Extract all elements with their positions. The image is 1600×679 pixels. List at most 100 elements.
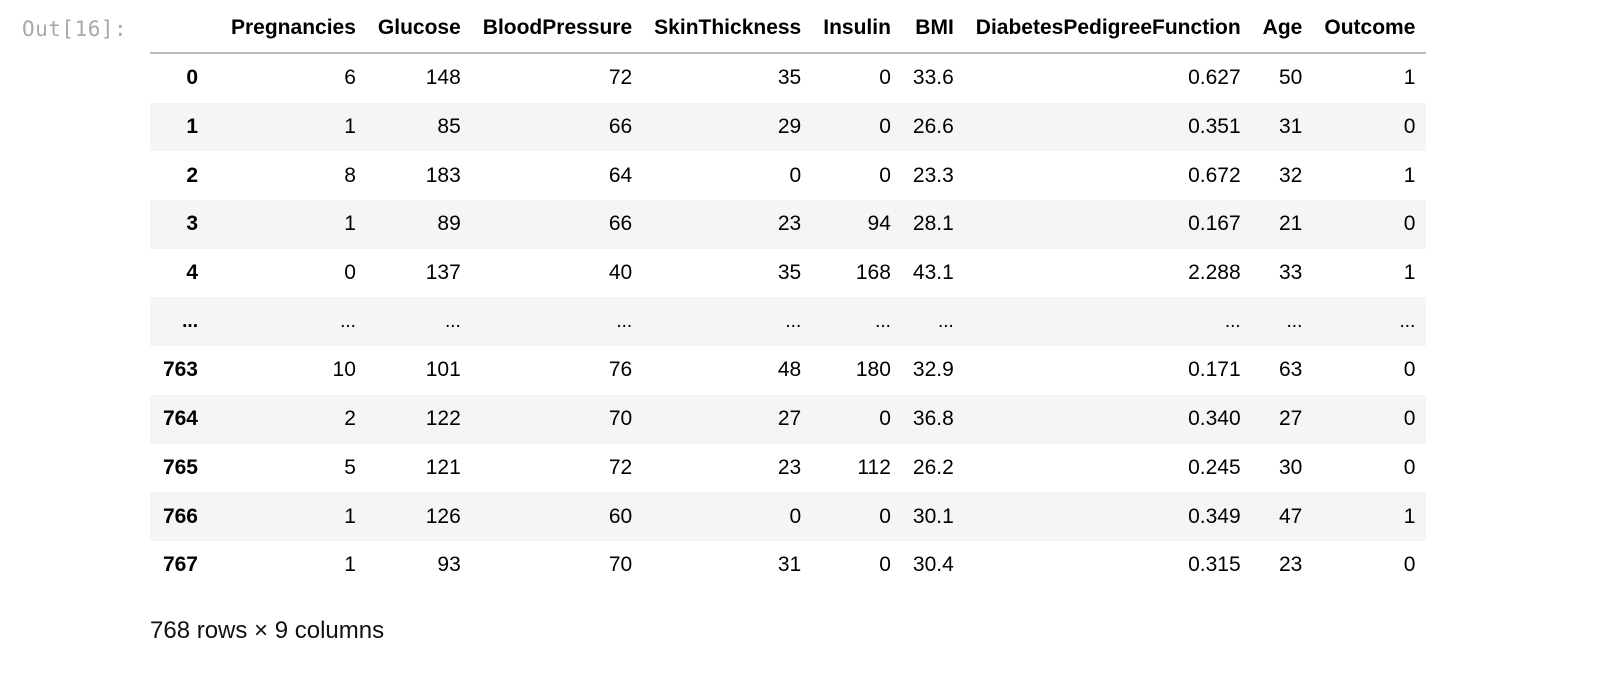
table-cell: 0.340	[1188, 407, 1241, 431]
table-cell: 23	[1279, 553, 1303, 577]
table-cell: 0	[1403, 115, 1416, 139]
row-index: 1	[186, 115, 198, 139]
table-cell: ...	[616, 310, 633, 332]
table-cell: ...	[340, 310, 356, 332]
table-cell: ...	[444, 310, 461, 332]
table-cell: 93	[437, 553, 461, 577]
table-cell: 21	[1279, 212, 1303, 236]
column-header: BMI	[901, 4, 965, 54]
table-cell: 63	[1279, 358, 1303, 382]
ellipsis-row: ..............................	[150, 297, 1427, 347]
table-cell: 0	[1403, 553, 1416, 577]
table-row: 763 10 101 76 48 180 32.9 0.171 63 0	[150, 346, 1427, 395]
table-cell: 47	[1279, 504, 1303, 528]
table-cell: 36.8	[912, 407, 954, 431]
table-cell: 0.627	[1188, 66, 1241, 90]
table-cell: 0	[1403, 455, 1416, 479]
table-cell: 35	[777, 66, 802, 90]
table-cell: 27	[1279, 407, 1303, 431]
table-row: 2 8 183 64 0 0 23.3 0.672 32 1	[150, 151, 1427, 201]
table-cell: 2	[344, 407, 356, 431]
table-cell: 89	[437, 212, 461, 236]
table-row: 765 5 121 72 23 112 26.2 0.245 30 0	[150, 443, 1427, 493]
table-cell: 30.4	[912, 553, 954, 577]
table-cell: 1	[1403, 66, 1416, 90]
column-header: DiabetesPedigreeFunction	[964, 4, 1252, 54]
table-cell: 6	[344, 66, 356, 90]
dataframe-output: Pregnancies Glucose BloodPressure SkinThick…	[150, 4, 1427, 590]
table-cell: 10	[332, 358, 356, 382]
table-cell: 76	[608, 358, 633, 382]
table-cell: ...	[1286, 310, 1303, 332]
table-row: 764 2 122 70 27 0 36.8 0.340 27 0	[150, 394, 1427, 444]
table-cell: 112	[857, 455, 891, 479]
row-index: 3	[186, 212, 198, 236]
table-cell: 28.1	[912, 212, 954, 236]
dataframe-shape-label: 768 rows × 9 columns	[150, 617, 385, 644]
row-index: 764	[162, 407, 198, 431]
output-prompt: Out[16]:	[22, 17, 128, 41]
index-header	[150, 4, 220, 54]
column-header: BloodPressure	[471, 4, 644, 54]
table-cell: 1	[344, 115, 356, 139]
table-cell: 5	[344, 455, 356, 479]
table-cell: 27	[777, 407, 802, 431]
row-index: 763	[162, 358, 198, 382]
column-header: Insulin	[812, 4, 902, 54]
table-cell: 0	[879, 504, 891, 528]
table-cell: 0.315	[1188, 553, 1241, 577]
column-header: Age	[1251, 4, 1314, 54]
row-index: ...	[182, 310, 198, 332]
table-cell: 183	[425, 163, 461, 187]
table-cell: 0	[1403, 407, 1416, 431]
table-cell: 0.349	[1188, 504, 1241, 528]
table-cell: 0.351	[1188, 115, 1241, 139]
row-index: 4	[186, 261, 198, 285]
table-cell: 2.288	[1188, 261, 1241, 285]
table-cell: 72	[608, 66, 633, 90]
table-cell: 0	[789, 504, 802, 528]
table-cell: 121	[425, 455, 461, 479]
table-row: 3 1 89 66 23 94 28.1 0.167 21 0	[150, 200, 1427, 249]
table-cell: 30	[1279, 455, 1303, 479]
table-cell: 1	[344, 553, 356, 577]
table-cell: 148	[425, 66, 461, 90]
table-cell: ...	[875, 310, 891, 332]
table-cell: 122	[425, 407, 461, 431]
table-cell: 32.9	[912, 358, 954, 382]
table-cell: 0	[879, 66, 891, 90]
table-cell: 0.171	[1188, 358, 1241, 382]
table-cell: 23	[777, 455, 802, 479]
table-cell: 33.6	[912, 66, 954, 90]
table-row: 767 1 93 70 31 0 30.4 0.315 23 0	[150, 540, 1427, 590]
table-row: 0 6 148 72 35 0 33.6 0.627 50 1	[150, 53, 1427, 103]
table-cell: 94	[867, 212, 891, 236]
table-cell: 85	[437, 115, 461, 139]
table-header: Pregnancies Glucose BloodPressure SkinThick…	[150, 4, 1427, 54]
table-cell: 1	[344, 504, 356, 528]
column-header: Pregnancies	[220, 4, 367, 54]
dataframe-table: Pregnancies Glucose BloodPressure SkinThick…	[150, 4, 1427, 590]
table-cell: 29	[777, 115, 802, 139]
table-cell: 33	[1279, 261, 1303, 285]
row-index: 765	[162, 455, 198, 479]
table-cell: 40	[608, 261, 633, 285]
table-cell: 0	[1403, 212, 1416, 236]
table-cell: 31	[777, 553, 802, 577]
table-cell: 126	[425, 504, 461, 528]
table-cell: 0	[789, 163, 802, 187]
table-row: 766 1 126 60 0 0 30.1 0.349 47 1	[150, 492, 1427, 541]
table-cell: 1	[1403, 504, 1416, 528]
column-header: Outcome	[1313, 4, 1427, 54]
table-cell: 1	[1403, 261, 1416, 285]
table-cell: 64	[608, 163, 633, 187]
table-cell: 26.2	[912, 455, 954, 479]
table-cell: ...	[1224, 310, 1241, 332]
table-cell: 0.167	[1188, 212, 1241, 236]
table-cell: 30.1	[912, 504, 954, 528]
table-cell: 26.6	[912, 115, 954, 139]
table-cell: 66	[608, 115, 633, 139]
table-cell: 23	[777, 212, 802, 236]
row-index: 2	[186, 163, 198, 187]
row-index: 767	[162, 553, 198, 577]
